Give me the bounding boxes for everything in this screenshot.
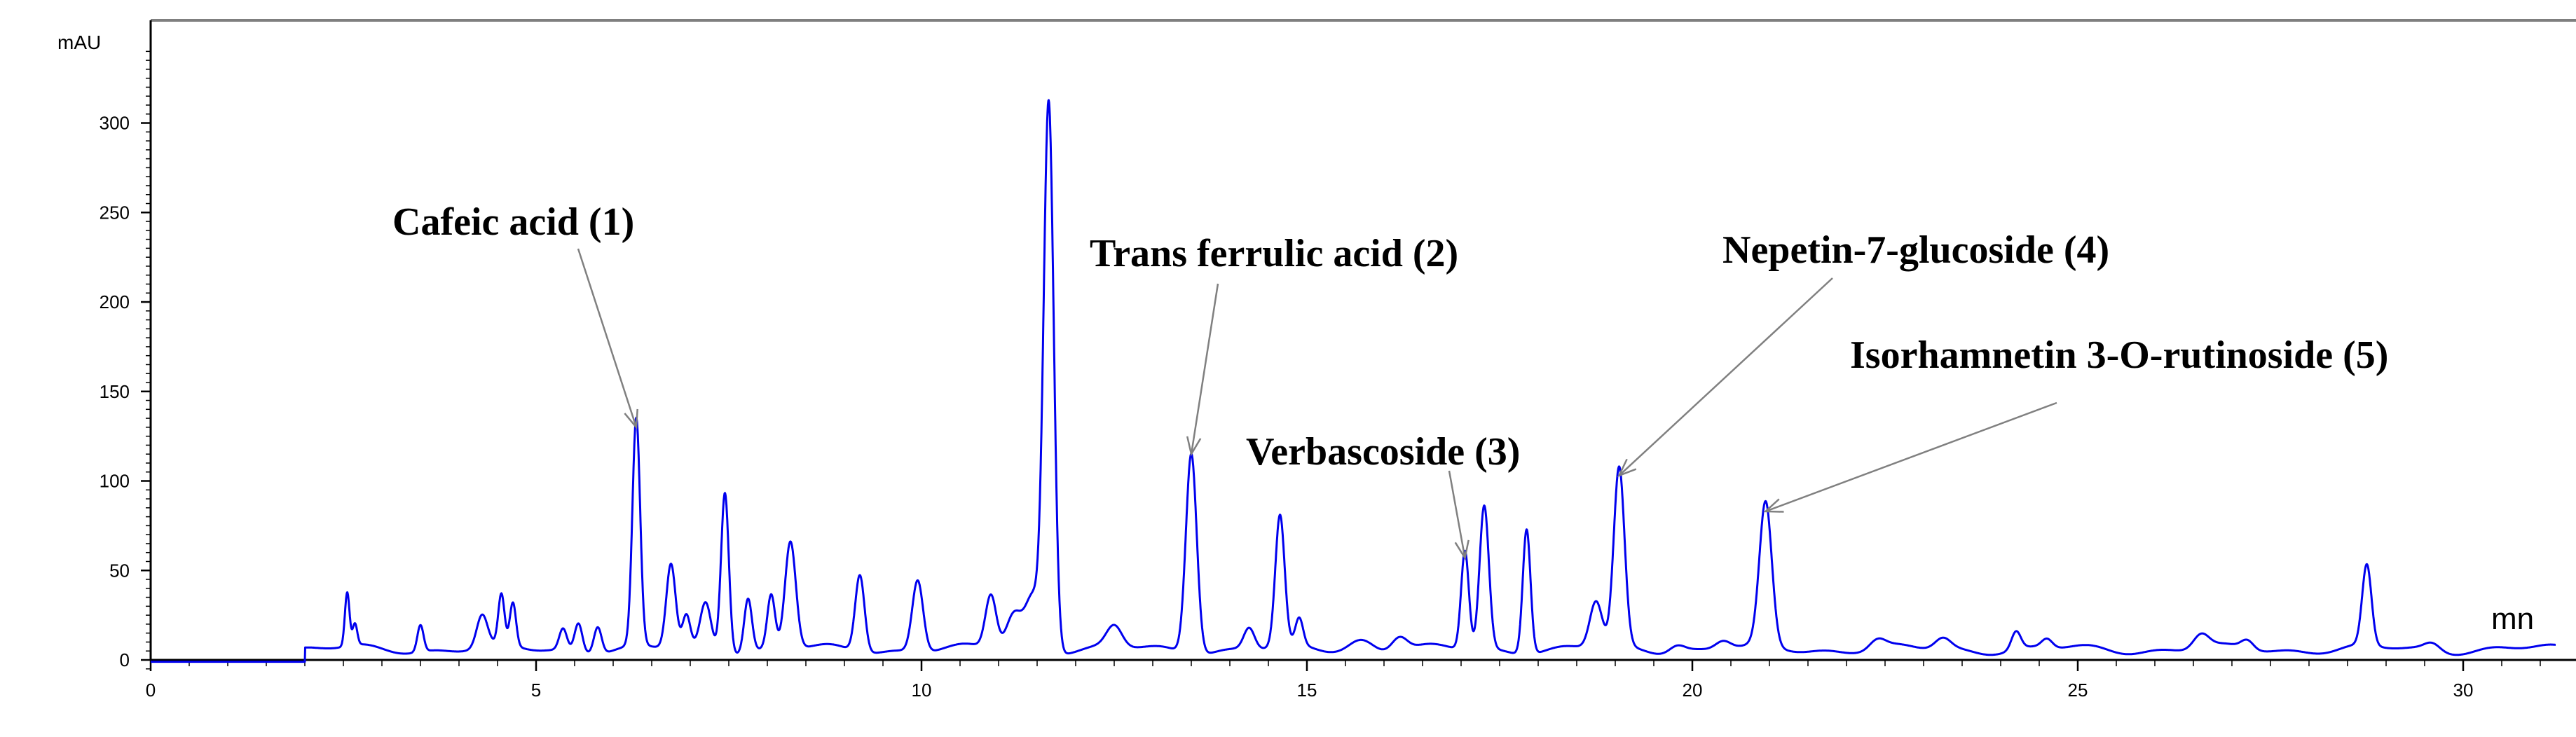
- x-tick-label: 5: [531, 680, 541, 701]
- y-tick-label: 50: [109, 560, 130, 581]
- peak-label: Cafeic acid (1): [392, 200, 634, 244]
- x-tick-label: 30: [2453, 680, 2474, 701]
- x-tick-label: 0: [146, 680, 156, 701]
- annotation-arrowhead: [1617, 458, 1637, 478]
- x-tick-label: 10: [912, 680, 932, 701]
- peak-label: Nepetin-7-glucoside (4): [1722, 228, 2109, 272]
- peak-label: Isorhamnetin 3-O-rutinoside (5): [1850, 333, 2388, 377]
- x-tick-label: 20: [1683, 680, 1703, 701]
- peak-label: Verbascoside (3): [1246, 430, 1520, 474]
- annotation-arrowhead: [1454, 539, 1469, 560]
- x-tick-label: 25: [2068, 680, 2088, 701]
- y-tick-label: 100: [100, 471, 130, 492]
- y-tick-label: 300: [100, 113, 130, 134]
- y-tick-label: 200: [100, 291, 130, 312]
- annotation-arrow: [1618, 277, 1833, 476]
- y-axis-unit: mAU: [57, 32, 101, 53]
- peak-label: Trans ferrulic acid (2): [1090, 232, 1458, 275]
- x-axis-ticks: 0 5 10 15 20 25 30: [146, 660, 2541, 701]
- peak-annotations: Cafeic acid (1) Trans ferrulic acid (2) Ve…: [392, 200, 2388, 560]
- annotation-arrowhead: [1763, 498, 1784, 513]
- y-tick-label: 150: [100, 381, 130, 402]
- x-axis-unit: mn: [2491, 602, 2534, 636]
- annotation-arrow: [577, 248, 638, 428]
- y-tick-label: 250: [100, 202, 130, 223]
- annotation-arrow: [1448, 470, 1466, 558]
- y-tick-label: 0: [120, 649, 130, 670]
- annotation-arrowhead: [1186, 436, 1202, 457]
- x-tick-label: 15: [1297, 680, 1317, 701]
- annotation-arrowhead: [624, 408, 638, 430]
- chromatogram-trace: [150, 99, 2556, 663]
- annotation-arrow: [1190, 283, 1219, 455]
- y-axis-ticks: 0 50 100 150 200 250 300: [100, 50, 151, 670]
- annotation-arrow: [1765, 401, 2057, 513]
